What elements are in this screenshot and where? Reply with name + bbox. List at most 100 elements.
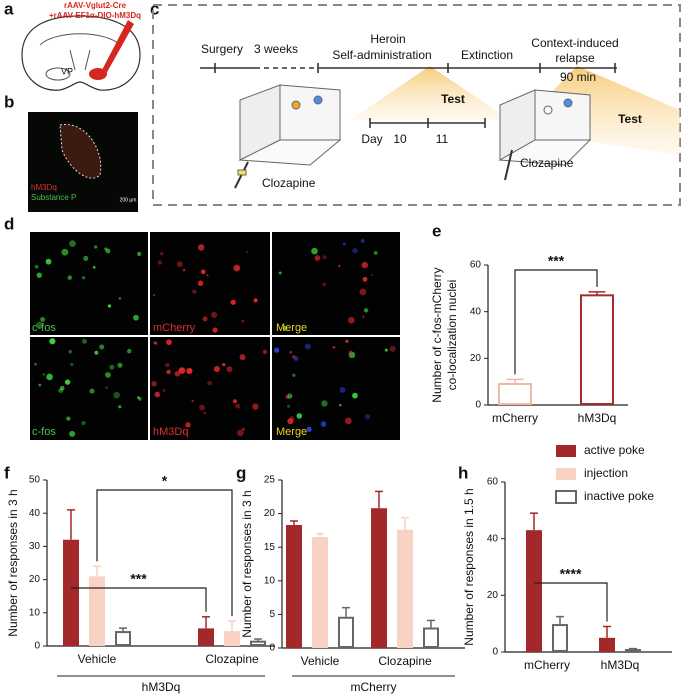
panel-label: a [4, 0, 14, 18]
fluorescent-dot [241, 427, 246, 431]
scale-label: 200 μm [120, 197, 137, 203]
y-axis-title: Number of responses in 3 h [240, 490, 254, 637]
y-tick-label: 40 [487, 533, 499, 544]
fluorescent-dot [152, 294, 156, 297]
micrograph [150, 232, 270, 335]
fluorescent-dot [278, 271, 282, 275]
fluorescent-dot [226, 366, 233, 373]
fluorescent-dot [287, 418, 294, 425]
y-axis-title: Number of c-fos-mCherry [430, 267, 444, 402]
significance-bracket [534, 582, 608, 622]
x-tick-label: mCherry [524, 658, 570, 672]
significance-label: * [162, 473, 168, 489]
legend-swatch [555, 490, 577, 504]
fluorescent-dot [362, 276, 368, 282]
bar [250, 640, 266, 647]
y-tick-label: 20 [487, 590, 499, 601]
micrograph [30, 232, 148, 335]
micrograph [30, 337, 148, 440]
panel-label: c [150, 0, 159, 18]
bar [625, 649, 641, 652]
fluorescent-dot [347, 316, 355, 324]
fluorescent-dot [235, 403, 241, 409]
fluorescent-dot [232, 399, 237, 404]
y-tick-label: 5 [269, 609, 275, 620]
fluorescent-dot [239, 354, 246, 361]
y-tick-label: 20 [264, 508, 276, 519]
fluorescent-dot [274, 347, 280, 353]
fluorescent-dot [199, 404, 205, 411]
fluorescent-dot [36, 272, 42, 278]
y-tick-label: 60 [487, 477, 499, 488]
fluorescent-dot [45, 258, 52, 265]
bar [552, 624, 568, 652]
drug-label: Clozapine [520, 156, 574, 170]
fluorescent-dot [338, 264, 341, 267]
bar [224, 631, 240, 646]
y-axis-title: Number of responses in 3 h [6, 489, 20, 636]
fluorescent-dot [176, 261, 183, 268]
bar [338, 616, 354, 649]
fluorescent-dot [345, 339, 349, 343]
y-tick-label: 40 [29, 508, 41, 519]
fluorescent-dot [83, 255, 89, 261]
fluorescent-dot [206, 274, 209, 277]
fluorescent-dot [352, 392, 358, 399]
y-tick-label: 0 [34, 641, 40, 652]
fluorescent-dot [207, 380, 213, 386]
y-tick-label: 0 [475, 400, 481, 411]
fluorescent-dot [174, 371, 181, 377]
fluorescent-dot [42, 373, 46, 376]
fluorescent-dot [364, 413, 371, 420]
fluorescent-dot [230, 299, 236, 305]
micrograph [272, 232, 400, 335]
y-tick-label: 0 [269, 643, 275, 654]
y-tick-label: 50 [29, 475, 41, 486]
bar [115, 631, 131, 647]
fluorescent-dot [105, 386, 108, 389]
fluorescent-dot [192, 289, 197, 294]
significance-bracket [96, 489, 233, 617]
fluorescent-dot [81, 276, 86, 280]
fluorescent-dot [34, 264, 39, 269]
fluorescent-dot [287, 404, 291, 408]
stain-label: hM3Dq [31, 183, 57, 192]
bar [312, 537, 328, 648]
fluorescent-dot [360, 238, 365, 243]
brain-section [21, 15, 141, 91]
channel-label: Merge [276, 322, 307, 334]
timeline-label: Context-induced [531, 36, 618, 50]
fluorescent-dot [166, 369, 171, 375]
fluorescent-dot [66, 416, 71, 421]
fluorescent-dot [212, 327, 218, 333]
fluorescent-dot [292, 373, 296, 377]
micrograph [150, 337, 270, 440]
fluorescent-dot [282, 326, 288, 331]
fluorescent-dot [361, 261, 369, 269]
panel-label: g [236, 463, 246, 482]
fluorescent-dot [59, 385, 65, 391]
fluorescent-dot [40, 317, 46, 322]
fluorescent-dot [384, 348, 388, 352]
y-tick-label: 10 [264, 575, 276, 586]
panel-label: h [458, 463, 468, 482]
fluorescent-dot [118, 405, 122, 409]
channel-label: c-fos [32, 322, 56, 334]
fluorescent-dot [252, 403, 259, 410]
fluorescent-dot [154, 341, 158, 345]
micrograph [272, 337, 400, 440]
micrograph-grid [30, 232, 400, 440]
fluorescent-dot [304, 343, 311, 350]
fluorescent-dot [178, 367, 186, 374]
legend-swatch [556, 468, 576, 480]
fluorescent-dot [61, 248, 69, 256]
x-axis-title: hM3Dq [142, 680, 181, 694]
fluorescent-dot [166, 339, 172, 346]
bar [198, 628, 214, 646]
fluorescent-dot [237, 429, 244, 437]
fluorescent-dot [94, 350, 99, 355]
timeline-label: Surgery [201, 42, 243, 56]
panel-label: f [4, 463, 10, 482]
y-tick-label: 20 [470, 353, 482, 364]
fluorescent-dot [342, 242, 346, 246]
